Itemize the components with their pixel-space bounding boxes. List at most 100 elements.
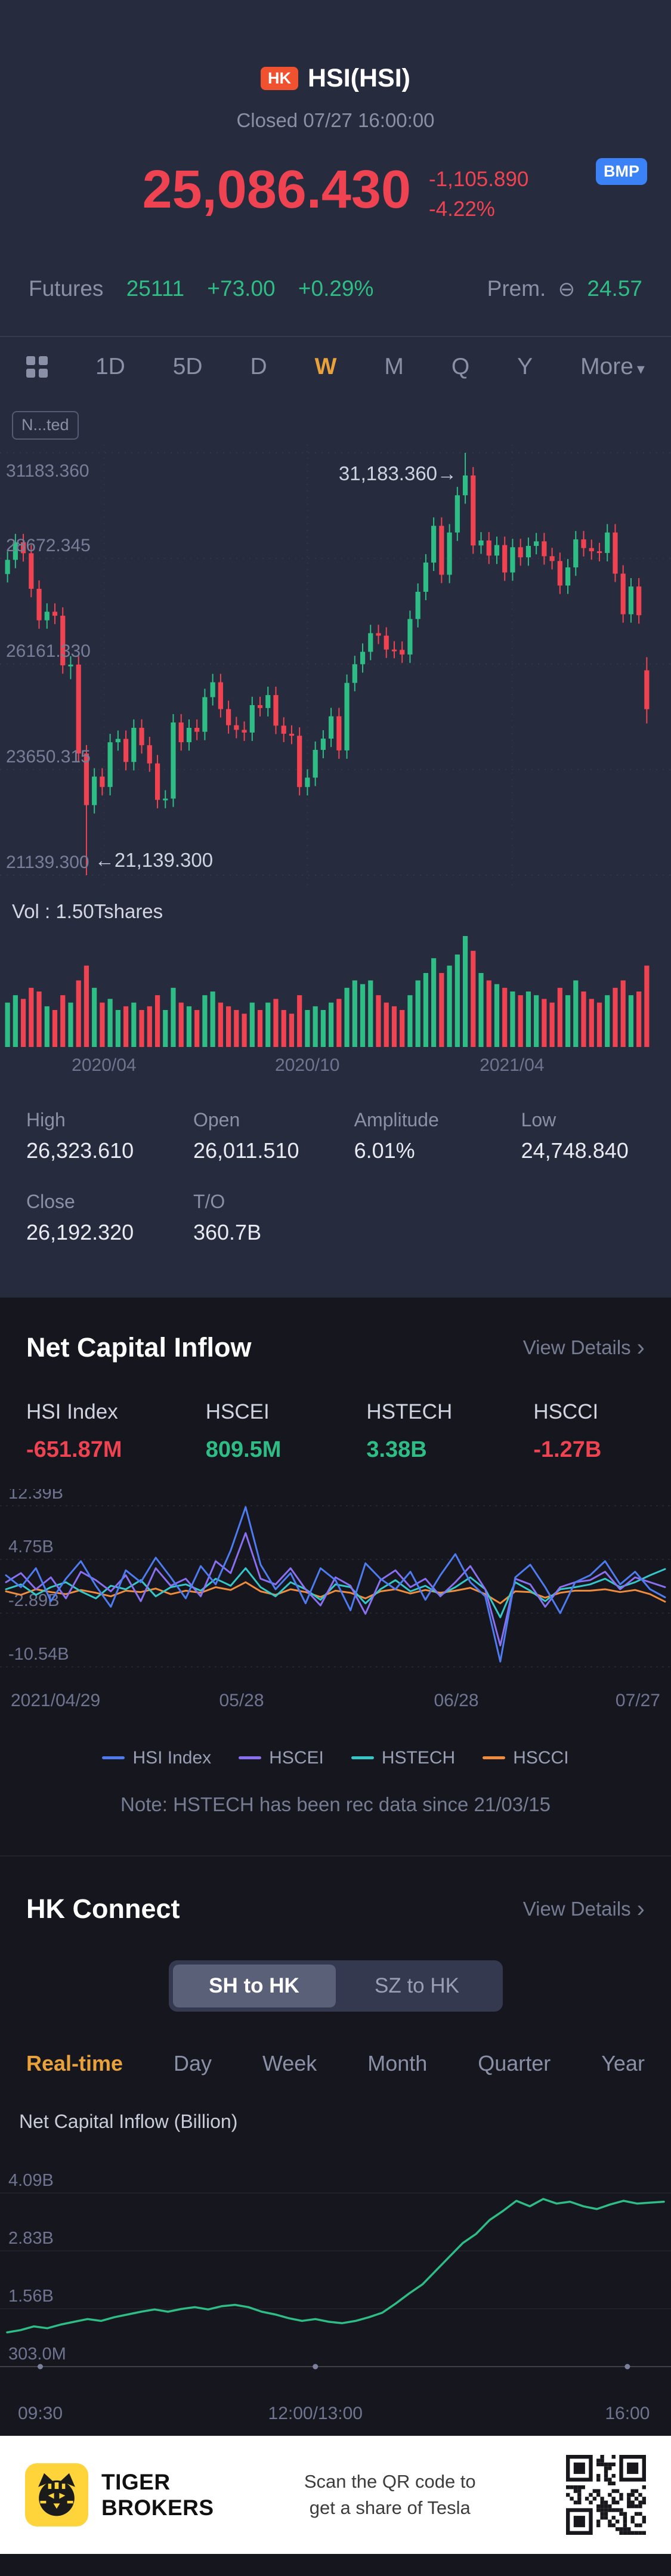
flow-section-header: Net Capital Inflow View Details › xyxy=(0,1332,671,1363)
futures-label: Futures xyxy=(29,276,104,301)
inflow-hscci: HSCCI -1.27B xyxy=(533,1400,602,1462)
tab-year[interactable]: Year xyxy=(601,2051,645,2076)
svg-text:4.09B: 4.09B xyxy=(8,2171,54,2190)
segment-sh-to-hk[interactable]: SH to HK xyxy=(172,1964,336,2008)
market-badge: HK xyxy=(261,67,298,91)
tab-month[interactable]: M xyxy=(384,354,404,380)
brand-wordmark: TIGER BROKERS xyxy=(101,2469,214,2521)
x-tick: 2020/04 xyxy=(72,1055,137,1075)
brand-block: TIGER BROKERS xyxy=(25,2463,214,2527)
price-change-pct: -4.22% xyxy=(429,197,495,221)
x-tick: 09:30 xyxy=(17,2404,63,2424)
legend-hstech[interactable]: HSTECH xyxy=(351,1748,455,1768)
connect-direction-segment: SH to HK SZ to HK xyxy=(168,1960,503,2012)
connect-view-details-link[interactable]: View Details › xyxy=(523,1897,645,1921)
legend-hscei[interactable]: HSCEI xyxy=(239,1748,324,1768)
quote-section: HK HSI(HSI) Closed 07/27 16:00:00 25,086… xyxy=(0,0,671,1298)
chevron-right-icon: › xyxy=(636,1895,645,1922)
stat-close: Close 26,192.320 xyxy=(26,1190,134,1244)
chart-toolbar: N...ted xyxy=(0,397,671,444)
stat-open: Open 26,011.510 xyxy=(193,1108,299,1163)
connect-svg: 4.09B 2.83B 1.56B 303.0M xyxy=(0,2171,671,2370)
hk-connect-section: HK Connect View Details › SH to HK SZ to… xyxy=(0,1855,671,2436)
qr-code xyxy=(566,2455,646,2535)
connect-axis-title: Net Capital Inflow (Billion) xyxy=(19,2111,238,2133)
tab-week[interactable]: Week xyxy=(262,2051,317,2076)
svg-text:28672.345: 28672.345 xyxy=(6,536,91,555)
tab-quarter[interactable]: Quarter xyxy=(478,2051,551,2076)
stat-turnover: T/O 360.7B xyxy=(193,1190,262,1244)
connect-range-tabs: Real-time Day Week Month Quarter Year xyxy=(0,2051,671,2076)
stat-amplitude: Amplitude 6.01% xyxy=(354,1108,439,1163)
premium-label: Prem. xyxy=(487,276,546,301)
last-price: 25,086.430 xyxy=(142,160,412,220)
legend-swatch xyxy=(351,1756,374,1760)
svg-text:←21,139.300: ←21,139.300 xyxy=(95,849,213,871)
quote-level-badge[interactable]: BMP xyxy=(596,158,647,186)
svg-text:31,183.360→: 31,183.360→ xyxy=(339,462,457,484)
tab-month[interactable]: Month xyxy=(367,2051,428,2076)
volume-label: Vol : 1.50Tshares xyxy=(12,900,163,922)
volume-chart[interactable] xyxy=(0,930,671,1049)
x-tick: 16:00 xyxy=(605,2404,650,2424)
tab-5d[interactable]: 5D xyxy=(172,354,203,380)
futures-row[interactable]: Futures 25111 +73.00 +0.29% Prem. ⊖ 24.5… xyxy=(0,276,671,336)
tab-realtime[interactable]: Real-time xyxy=(26,2051,123,2076)
tab-day[interactable]: D xyxy=(250,354,267,380)
legend-swatch xyxy=(483,1756,506,1760)
chart-layout-grid-icon[interactable] xyxy=(26,356,48,378)
x-tick: 06/28 xyxy=(434,1690,479,1710)
stats-grid: High 26,323.610 Open 26,011.510 Amplitude 6… xyxy=(0,1083,671,1298)
futures-change: +73.00 xyxy=(207,276,276,301)
price-change: -1,105.890 xyxy=(429,168,529,191)
svg-text:2.83B: 2.83B xyxy=(8,2229,54,2248)
premium-value: 24.57 xyxy=(587,276,642,301)
x-tick: 07/27 xyxy=(615,1690,660,1710)
svg-text:303.0M: 303.0M xyxy=(8,2345,66,2364)
x-tick: 12:00/13:00 xyxy=(268,2404,363,2424)
candle-x-axis: 2020/04 2020/10 2021/04 xyxy=(0,1049,671,1083)
promo-text: Scan the QR code to get a share of Tesla xyxy=(304,2470,476,2519)
svg-text:31183.360: 31183.360 xyxy=(6,461,89,481)
ticker-header: HK HSI(HSI) xyxy=(0,0,671,92)
flow-title: Net Capital Inflow xyxy=(26,1332,252,1363)
adjust-mode-chip[interactable]: N...ted xyxy=(12,411,79,440)
svg-text:23650.315: 23650.315 xyxy=(6,747,91,767)
tab-year[interactable]: Y xyxy=(517,354,533,380)
inflow-hscei: HSCEI 809.5M xyxy=(205,1400,282,1462)
premium-quote: Prem. ⊖ 24.57 xyxy=(481,276,642,301)
chevron-right-icon: › xyxy=(636,1334,645,1361)
candlestick-chart[interactable]: 31183.360 28672.345 26161.330 23650.315 2113… xyxy=(0,444,671,886)
legend-hscci[interactable]: HSCCI xyxy=(483,1748,569,1768)
x-tick: 2021/04 xyxy=(480,1055,545,1075)
tab-week[interactable]: W xyxy=(314,354,337,380)
inflow-hsi: HSI Index -651.87M xyxy=(26,1400,122,1462)
svg-text:4.75B: 4.75B xyxy=(8,1537,54,1556)
tab-more[interactable]: More ▾ xyxy=(580,354,645,380)
circle-minus-icon: ⊖ xyxy=(558,278,576,301)
futures-quote: Futures 25111 +73.00 +0.29% xyxy=(29,276,390,301)
price-change-block: -1,105.890 -4.22% xyxy=(429,163,528,221)
legend-hsi-index[interactable]: HSI Index xyxy=(102,1748,211,1768)
inflow-line-chart[interactable]: 12.39B 4.75B -2.89B -10.54B xyxy=(0,1489,671,1686)
volume-svg xyxy=(5,935,650,1047)
page-title: HSI(HSI) xyxy=(308,64,410,92)
tiger-brokers-logo-icon xyxy=(25,2463,88,2527)
tab-1d[interactable]: 1D xyxy=(95,354,125,380)
stat-low: Low 24,748.840 xyxy=(521,1108,629,1163)
connect-line-chart[interactable]: 4.09B 2.83B 1.56B 303.0M xyxy=(0,2148,671,2399)
legend-swatch xyxy=(239,1756,262,1760)
net-capital-inflow-section: Net Capital Inflow View Details › HSI In… xyxy=(0,1297,671,1855)
inflow-hstech: HSTECH 3.38B xyxy=(366,1400,453,1462)
svg-text:1.56B: 1.56B xyxy=(8,2287,54,2306)
tab-quarter[interactable]: Q xyxy=(451,354,470,380)
connect-x-axis: 09:30 12:00/13:00 16:00 xyxy=(0,2399,671,2436)
segment-sz-to-hk[interactable]: SZ to HK xyxy=(375,1973,459,1997)
inflow-x-axis: 2021/04/29 05/28 06/28 07/27 xyxy=(0,1686,671,1716)
tab-day[interactable]: Day xyxy=(173,2051,212,2076)
flow-view-details-link[interactable]: View Details › xyxy=(523,1336,645,1360)
svg-text:26161.330: 26161.330 xyxy=(6,641,91,661)
connect-title: HK Connect xyxy=(26,1893,180,1924)
x-tick: 05/28 xyxy=(219,1690,264,1710)
legend-swatch xyxy=(102,1756,125,1760)
